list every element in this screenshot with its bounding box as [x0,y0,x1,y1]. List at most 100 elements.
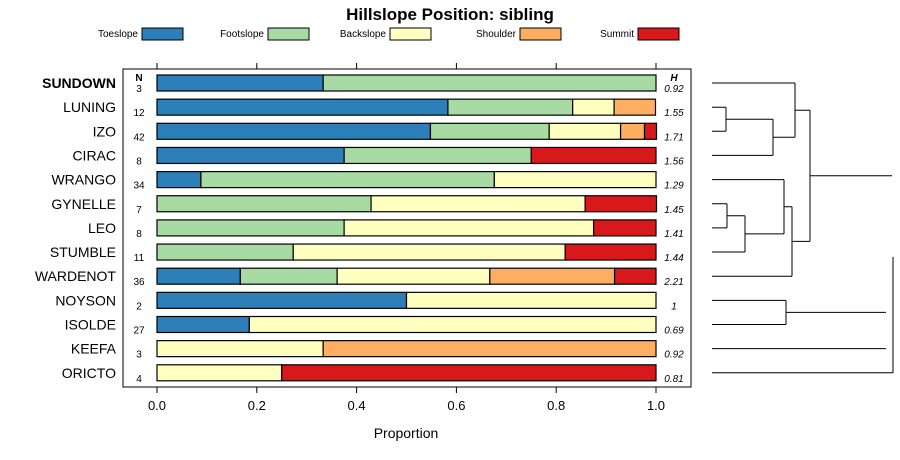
n-value: 36 [133,277,145,288]
h-value: 0.69 [664,326,684,337]
h-value: 0.81 [664,374,683,385]
legend-label: Footslope [220,29,264,40]
bar-segment [530,146,657,165]
bar-segment [584,195,658,213]
row-label: WARDENOT [35,268,117,284]
legend-label: Shoulder [476,29,517,40]
legend-swatch [519,27,562,41]
n-value: 8 [136,229,142,240]
n-value: 3 [136,84,142,95]
plot-frame [122,68,692,388]
n-value: 3 [136,350,142,361]
x-tick-label: 0.2 [248,398,266,413]
h-value: 2.21 [663,277,683,288]
bar-segment [200,171,495,189]
bar-segment [343,219,595,237]
n-value: 8 [136,156,142,167]
bar-segment [489,267,616,285]
bar-segment [156,171,202,189]
row-label: STUMBLE [50,244,116,260]
row-label: KEEFA [71,341,117,357]
n-value: 34 [133,181,145,192]
bar-segment [336,267,491,285]
bar-segment [343,146,532,165]
bar-segment [370,195,586,213]
row-label: WRANGO [51,172,116,188]
h-value: 1.41 [664,229,683,240]
bar-segment [572,98,615,116]
dendrogram-branches [712,82,894,374]
bar-segment [429,122,550,140]
legend-swatch [141,27,184,41]
bar-segment [281,364,657,382]
bar-segment [493,171,657,189]
chart-title: Hillslope Position: sibling [346,5,554,24]
n-value: 7 [136,205,142,216]
legend-label: Backslope [340,29,387,40]
bar-segment [156,267,241,285]
h-value: 1.55 [664,108,684,119]
x-tick-label: 0.8 [547,398,565,413]
h-value: 1.71 [664,132,683,143]
bar-segment [643,122,658,140]
legend-label: Toeslope [98,29,138,40]
bar-segment [593,219,657,237]
bar-segment [322,74,657,92]
bar-segment [156,243,294,261]
bar-segment [405,291,657,309]
n-value: 4 [136,374,142,385]
bar-segment [156,291,408,309]
bar-segment [619,122,646,140]
dendrogram [712,82,894,374]
h-value: 1.29 [664,181,684,192]
row-label: NOYSON [55,292,116,308]
bar-segment [292,243,566,261]
row-label: SUNDOWN [42,75,116,91]
n-value: 11 [134,253,145,264]
x-tick-label: 0.6 [447,398,465,413]
h-value: 1 [671,301,677,312]
bar-segment [156,98,449,116]
bar-segment [248,315,657,334]
x-axis-title: Proportion [374,425,439,441]
legend-swatch [389,27,432,41]
bar-segment [156,364,283,382]
bar-segment [613,98,657,116]
row-label: ISOLDE [65,317,116,333]
bar-segment [239,267,338,285]
bar-segment [156,146,345,165]
n-header: N [135,73,142,84]
bar-segment [156,315,250,334]
h-value: 0.92 [664,84,684,95]
row-label: ORICTO [62,365,116,381]
n-value: 12 [133,108,145,119]
legend-swatch [267,27,310,41]
bar-segment [447,98,574,116]
h-value: 1.45 [664,205,684,216]
x-axis: 0.0 0.2 0.4 0.6 0.8 1.0 [148,63,665,413]
h-value: 1.56 [664,156,684,167]
legend-swatch [637,27,680,41]
n-value: 27 [133,326,145,337]
h-header: H [670,73,678,84]
bar-segment [548,122,622,140]
x-tick-label: 0.0 [148,398,166,413]
bar-segment [156,340,324,358]
bar-segment [156,195,372,213]
h-value: 0.92 [664,350,684,361]
row-label: LEO [88,220,116,236]
n-value: 42 [133,132,145,143]
x-tick-label: 1.0 [647,398,665,413]
bar-segment [322,340,657,358]
bar-segment [156,122,432,140]
x-tick-label: 0.4 [348,398,366,413]
bar-segment [613,267,657,285]
legend: Toeslope Footslope Backslope Shoulder Summit [98,27,680,41]
bar-segment [564,243,657,261]
bar-segment [156,74,324,92]
row-label: GYNELLE [51,196,116,212]
n-value: 2 [136,301,142,312]
row-label: LUNING [63,99,116,115]
